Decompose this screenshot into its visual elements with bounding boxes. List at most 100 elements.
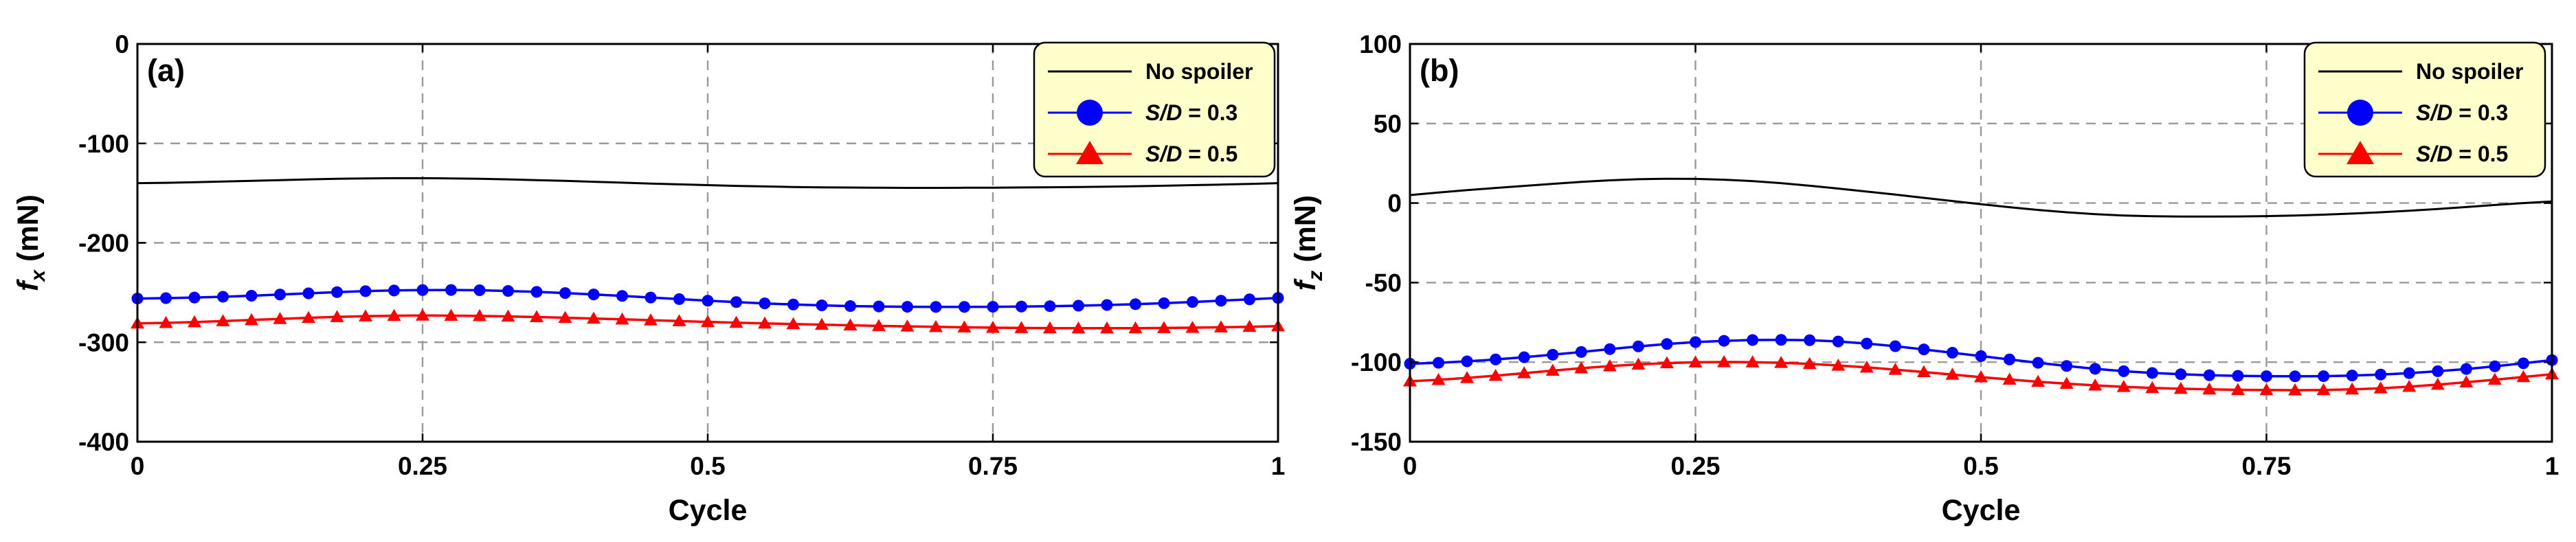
data-point	[1043, 321, 1057, 334]
data-point	[1802, 357, 1817, 370]
grid-lines	[1410, 44, 2552, 442]
x-tick-label: 0	[131, 452, 145, 480]
data-point	[844, 300, 856, 313]
series-3	[131, 308, 1285, 334]
data-point	[2316, 383, 2331, 396]
x-axis-label: Cycle	[669, 494, 748, 527]
data-point	[1604, 343, 1616, 355]
data-point	[501, 309, 515, 322]
data-point	[1158, 297, 1170, 309]
y-tick-label: -50	[1365, 269, 1402, 297]
data-point	[388, 284, 400, 297]
data-point	[188, 315, 201, 328]
y-axis-symbol: f	[12, 279, 45, 291]
data-point	[873, 300, 885, 313]
y-axis-unit: (mN)	[12, 194, 45, 270]
data-point	[1101, 299, 1113, 311]
legend-label-rest: = 0.5	[1182, 142, 1237, 166]
data-point	[302, 310, 315, 324]
series-line	[137, 177, 1279, 189]
data-point	[1831, 359, 1846, 371]
data-point	[2432, 365, 2444, 377]
x-tick-label: 0.5	[690, 452, 725, 480]
data-point	[1242, 319, 1257, 332]
data-point	[959, 301, 970, 313]
data-point	[2230, 383, 2245, 395]
x-tick-label: 0.25	[398, 452, 447, 480]
data-point	[957, 320, 972, 332]
data-point	[1187, 296, 1198, 308]
data-point	[2146, 367, 2158, 379]
x-tick-label: 1	[2545, 452, 2560, 480]
y-tick-label: 50	[1374, 110, 1402, 138]
data-point	[2459, 375, 2474, 387]
data-point	[702, 295, 714, 307]
y-axis-unit: (mN)	[1289, 195, 1322, 271]
y-tick-label: -100	[1351, 348, 1402, 376]
series-line	[1409, 177, 2553, 218]
data-point	[2031, 374, 2046, 387]
data-point	[872, 319, 886, 331]
data-point	[1602, 359, 1617, 372]
data-point	[1488, 368, 1503, 381]
chart-a-svg: 0 0.25 0.5 0.75 1 -400 -300 -200 -100 0 Cycle fx (m…	[12, 30, 1285, 527]
y-tick-label: -150	[1351, 428, 1402, 456]
data-point	[1975, 350, 1987, 362]
data-point	[986, 320, 1000, 333]
legend-swatch-marker	[2347, 141, 2374, 164]
data-point	[2232, 370, 2244, 382]
data-point	[2032, 357, 2044, 369]
data-point	[445, 284, 457, 296]
x-tick-label: 0	[1403, 452, 1418, 480]
x-tick-label: 0.75	[968, 452, 1018, 480]
data-point	[1775, 334, 1787, 346]
legend-label: No spoiler	[2416, 59, 2523, 84]
data-point	[302, 287, 315, 300]
data-point	[2004, 353, 2016, 365]
data-point	[160, 292, 172, 304]
data-point	[2061, 360, 2073, 372]
y-tick-label: -400	[78, 428, 129, 456]
chart-panel-a: 0 0.25 0.5 0.75 1 -400 -300 -200 -100 0 Cycle fx (m…	[12, 30, 1285, 527]
data-point	[359, 309, 372, 321]
data-point	[2203, 369, 2215, 381]
data-point	[2345, 382, 2360, 395]
data-point	[1889, 340, 1901, 352]
data-point	[2403, 367, 2415, 379]
data-point	[1460, 371, 1475, 383]
legend-label-rest: = 0.3	[1182, 100, 1237, 125]
data-point	[2175, 368, 2187, 381]
data-point	[2089, 363, 2101, 375]
y-axis-subscript: z	[1304, 271, 1327, 282]
data-point	[1461, 355, 1473, 368]
legend-swatch-marker	[2347, 100, 2373, 126]
data-point	[2517, 357, 2529, 370]
legend-box	[1033, 41, 1276, 178]
data-point	[245, 290, 258, 302]
data-point	[2059, 376, 2074, 389]
legend-swatch-marker	[1076, 141, 1104, 164]
data-point	[615, 312, 629, 325]
data-point	[1214, 320, 1228, 332]
legend-label-italic: S/D	[2416, 142, 2452, 166]
data-point	[444, 308, 458, 321]
data-point	[930, 301, 942, 313]
data-point	[2261, 370, 2272, 383]
legend-label: S/D = 0.5	[1145, 142, 1237, 166]
x-axis-label: Cycle	[1942, 494, 2021, 527]
data-point	[1574, 361, 1589, 374]
data-point	[2430, 377, 2445, 390]
data-point	[217, 291, 229, 303]
data-point	[815, 317, 829, 330]
data-point	[1490, 353, 1502, 365]
data-point	[1044, 300, 1056, 313]
chart-panel-b: 0 0.25 0.5 0.75 1 -150 -100 -50 0 50 100 Cycle fz (m…	[1288, 0, 2576, 542]
data-point	[616, 290, 628, 302]
legend-box	[2303, 41, 2546, 178]
data-point	[1747, 334, 1759, 346]
data-point	[1518, 351, 1530, 363]
data-point	[1244, 293, 1255, 306]
data-point	[1016, 300, 1027, 313]
data-point	[587, 311, 601, 324]
data-point	[2288, 383, 2303, 396]
